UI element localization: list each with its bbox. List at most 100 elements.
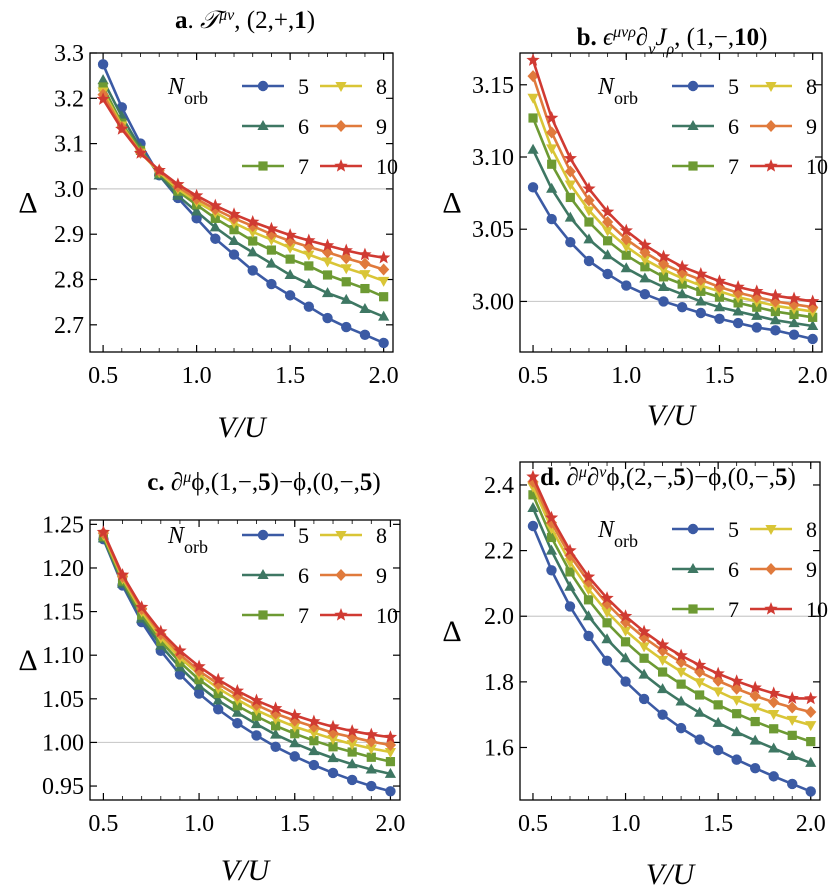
series-5 [98,533,396,797]
data-point [308,759,320,771]
legend-label: 5 [298,74,309,99]
panel-title: c. ∂μϕ,(1,−,5)−ϕ,(0,−,5) [147,469,380,497]
data-point [232,701,242,711]
data-point [657,709,668,720]
data-point [341,277,351,287]
data-point [359,302,371,313]
data-point [97,59,109,70]
data-point [192,659,206,673]
data-point [731,682,743,695]
data-point [676,274,688,285]
data-point [321,257,334,268]
legend-marker [335,82,347,92]
data-point [191,205,203,216]
series-5 [527,520,816,797]
data-point [787,291,801,305]
data-point [583,255,595,267]
series-line [531,59,813,303]
plot-frame [519,461,821,801]
series-line [531,481,812,714]
data-point [366,780,377,792]
data-point [209,221,221,232]
data-point [751,309,763,320]
data-point [674,648,688,662]
series-line [102,531,391,739]
x-tick-label: 1.0 [611,363,641,389]
data-point [621,280,632,291]
data-point [712,687,724,698]
data-point [565,237,576,248]
legend-title: Norb [597,74,638,108]
data-point [602,618,612,628]
legend-marker [688,161,698,171]
series-10 [526,469,818,705]
data-point [620,676,631,687]
data-point [788,329,800,340]
data-point [787,778,798,790]
data-point [346,731,358,744]
legend-marker [764,159,778,172]
data-point [657,667,668,677]
data-point [601,633,613,644]
legend-label: 5 [728,517,739,542]
series-line [531,75,813,309]
series-line [102,532,391,747]
data-point [154,624,168,638]
y-axis-label: Δ [18,187,37,220]
data-point [639,653,649,663]
data-point [785,691,799,704]
legend-label: 6 [298,563,309,588]
data-point [290,729,300,739]
legend-marker [687,523,699,535]
data-point [620,637,631,647]
data-point [251,711,262,721]
legend-marker [687,563,699,573]
data-point [564,211,576,222]
data-point [638,238,652,251]
legend-label: 10 [376,154,398,179]
data-point [327,726,339,739]
data-point [712,674,724,687]
data-point [731,280,745,293]
data-point [770,325,781,336]
data-point [601,655,613,667]
data-point [769,724,779,734]
data-point [600,591,614,604]
y-axis-label: Δ [442,615,461,648]
data-point [787,730,797,740]
data-point [307,714,321,728]
data-point [544,510,559,524]
y-tick-label: 1.8 [484,670,514,696]
data-point [620,242,632,253]
data-point [340,252,352,265]
x-tick-label: 2.0 [369,363,399,389]
data-point [657,281,670,291]
data-point [289,714,301,727]
data-point [528,490,538,500]
series-line [531,494,812,743]
data-point [247,265,258,276]
y-tick-label: 1.05 [42,687,84,713]
data-point [328,742,338,752]
data-point [546,144,558,155]
data-point [583,630,594,642]
x-tick-label: 2.0 [375,811,405,837]
data-point [189,188,204,202]
data-point [341,321,352,333]
data-point [695,295,707,306]
data-point [581,569,596,583]
data-point [786,715,798,726]
y-tick-label: 3.0 [54,177,84,203]
legend-marker [257,120,269,130]
x-axis-label: V/U [217,411,268,444]
series-10 [96,92,391,264]
legend-marker [687,120,699,130]
data-point [564,165,576,178]
data-point [191,213,202,224]
data-point [115,567,130,581]
data-point [583,595,594,605]
data-point [694,734,705,745]
series-9 [527,475,817,719]
data-point [545,544,558,555]
series-line [101,98,384,260]
